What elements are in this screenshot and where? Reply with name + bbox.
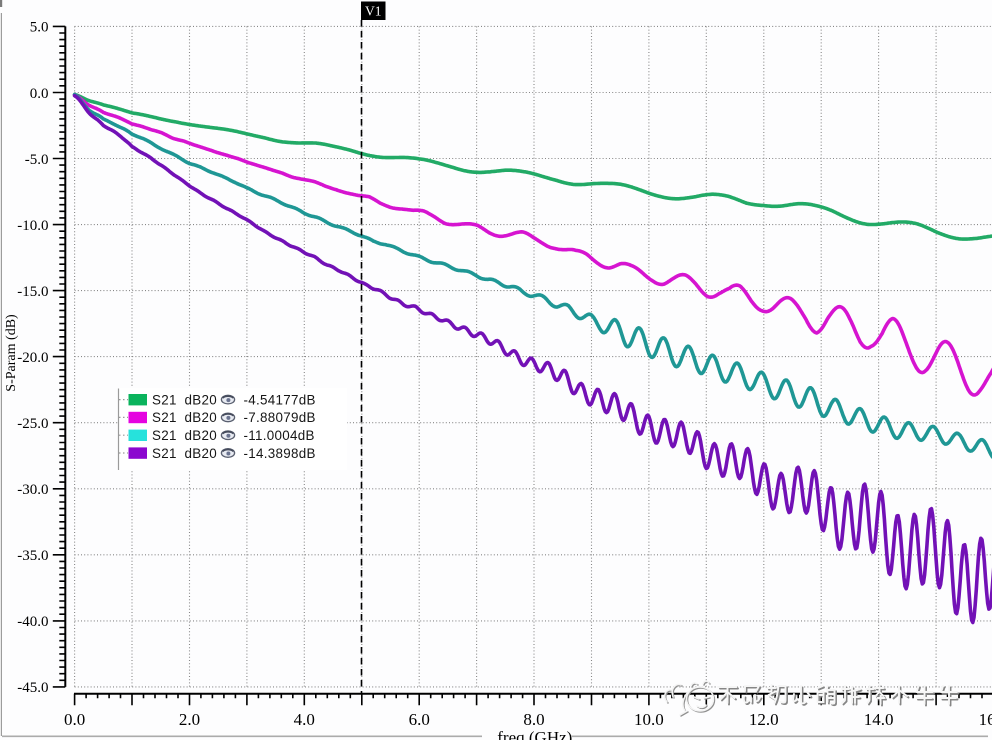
svg-text:dB20: dB20 bbox=[185, 446, 217, 461]
svg-text:-30.0: -30.0 bbox=[17, 482, 48, 498]
svg-text:dB20: dB20 bbox=[185, 392, 217, 407]
svg-text:V1: V1 bbox=[365, 4, 382, 19]
svg-text:-20.0: -20.0 bbox=[17, 350, 48, 366]
svg-text:-35.0: -35.0 bbox=[17, 548, 48, 564]
svg-text:dB20: dB20 bbox=[185, 428, 217, 443]
svg-text:freq (GHz): freq (GHz) bbox=[497, 728, 572, 740]
svg-text:-14.3898dB: -14.3898dB bbox=[244, 446, 316, 461]
svg-text:2.0: 2.0 bbox=[179, 710, 200, 729]
svg-text:-11.0004dB: -11.0004dB bbox=[244, 428, 315, 443]
svg-text:14.0: 14.0 bbox=[864, 710, 894, 729]
svg-text:12.0: 12.0 bbox=[749, 710, 779, 729]
svg-text:S-Param (dB): S-Param (dB) bbox=[4, 314, 19, 392]
svg-text:-45.0: -45.0 bbox=[17, 680, 48, 696]
svg-text:10.0: 10.0 bbox=[634, 710, 664, 729]
svg-text:16.0: 16.0 bbox=[979, 710, 992, 729]
svg-text:-15.0: -15.0 bbox=[17, 284, 48, 300]
svg-text:0.0: 0.0 bbox=[30, 86, 49, 102]
svg-text:-40.0: -40.0 bbox=[17, 614, 48, 630]
svg-text:-5.0: -5.0 bbox=[25, 152, 49, 168]
svg-text:S21: S21 bbox=[152, 428, 177, 443]
svg-text:-4.54177dB: -4.54177dB bbox=[244, 392, 316, 407]
svg-text:6.0: 6.0 bbox=[409, 710, 430, 729]
svg-text:-10.0: -10.0 bbox=[17, 218, 48, 234]
svg-text:S21: S21 bbox=[152, 446, 177, 461]
svg-text:-25.0: -25.0 bbox=[17, 416, 48, 432]
svg-text:S21: S21 bbox=[152, 410, 177, 425]
svg-text:5.0: 5.0 bbox=[30, 20, 49, 36]
svg-text:dB20: dB20 bbox=[185, 410, 217, 425]
svg-text:0.0: 0.0 bbox=[64, 710, 85, 729]
svg-text:4.0: 4.0 bbox=[294, 710, 315, 729]
svg-text:8.0: 8.0 bbox=[523, 710, 544, 729]
svg-text:S21: S21 bbox=[152, 392, 177, 407]
svg-text:-7.88079dB: -7.88079dB bbox=[244, 410, 316, 425]
